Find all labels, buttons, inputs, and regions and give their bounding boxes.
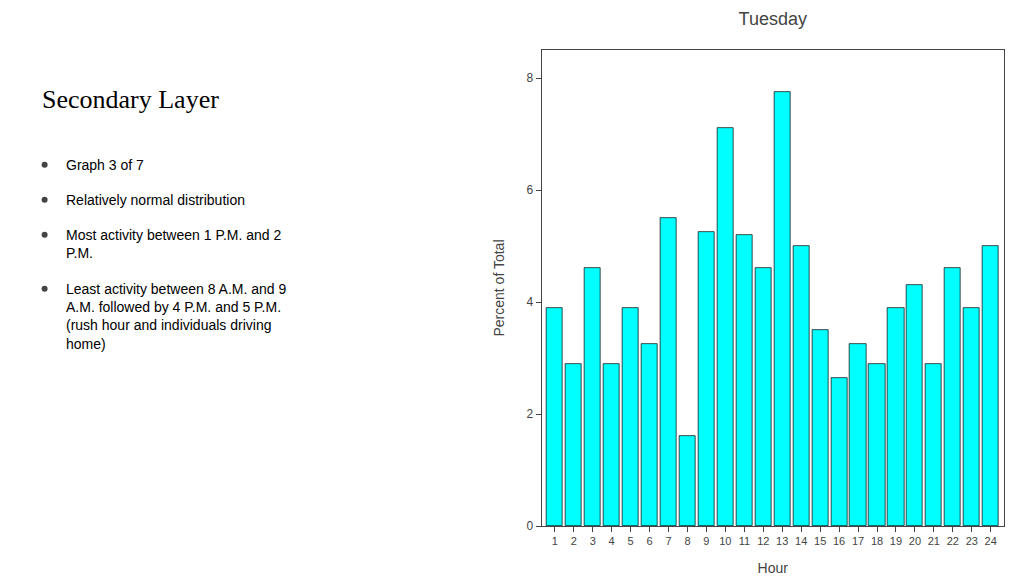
svg-text:0: 0 — [526, 519, 533, 533]
svg-text:Graph 3 of 7: Graph 3 of 7 — [66, 157, 144, 173]
svg-text:4: 4 — [526, 295, 533, 309]
svg-text:24: 24 — [985, 535, 997, 547]
svg-text:7: 7 — [665, 535, 671, 547]
svg-text:8: 8 — [526, 71, 533, 85]
svg-text:18: 18 — [871, 535, 883, 547]
svg-text:10: 10 — [719, 535, 731, 547]
svg-text:16: 16 — [833, 535, 845, 547]
svg-text:13: 13 — [776, 535, 788, 547]
svg-text:3: 3 — [590, 535, 596, 547]
svg-text:Relatively normal distribution: Relatively normal distribution — [66, 192, 245, 208]
svg-text:14: 14 — [795, 535, 807, 547]
svg-text:2: 2 — [571, 535, 577, 547]
svg-text:Percent of Total: Percent of Total — [491, 239, 507, 336]
svg-text:5: 5 — [628, 535, 634, 547]
svg-text:21: 21 — [928, 535, 940, 547]
svg-text:22: 22 — [947, 535, 959, 547]
svg-text:11: 11 — [739, 535, 750, 547]
svg-text:Hour: Hour — [758, 560, 789, 576]
svg-text:17: 17 — [852, 535, 864, 547]
svg-text:19: 19 — [890, 535, 902, 547]
svg-text:12: 12 — [757, 535, 769, 547]
svg-text:15: 15 — [814, 535, 826, 547]
svg-text:6: 6 — [646, 535, 652, 547]
svg-text:Least activity between 8 A.M.: Least activity between 8 A.M. and 9A.M. … — [66, 281, 286, 352]
svg-text:Tuesday: Tuesday — [739, 9, 807, 29]
svg-text:23: 23 — [966, 535, 978, 547]
svg-text:20: 20 — [909, 535, 921, 547]
svg-text:Most activity between 1 P.M. a: Most activity between 1 P.M. and 2P.M. — [66, 227, 282, 261]
svg-text:9: 9 — [703, 535, 709, 547]
svg-text:4: 4 — [609, 535, 615, 547]
svg-text:6: 6 — [526, 183, 533, 197]
svg-text:1: 1 — [552, 535, 558, 547]
svg-text:8: 8 — [684, 535, 690, 547]
svg-text:2: 2 — [526, 407, 533, 421]
svg-text:Secondary Layer: Secondary Layer — [42, 85, 219, 114]
